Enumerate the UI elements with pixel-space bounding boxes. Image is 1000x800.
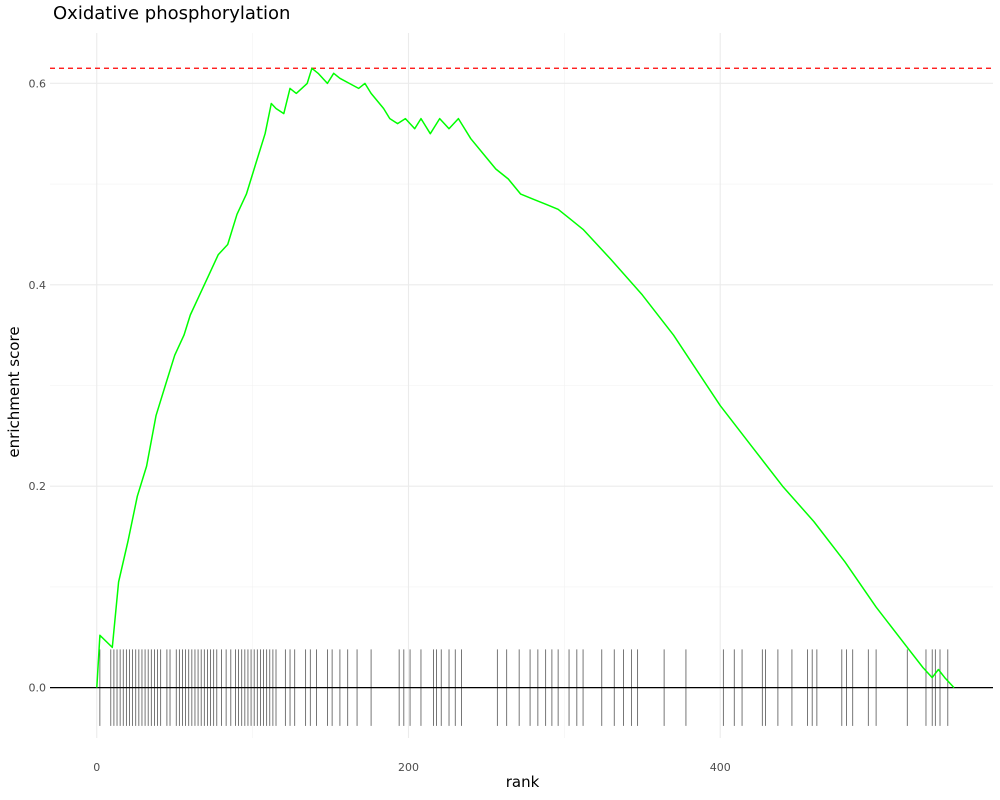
- x-tick-label: 0: [93, 761, 100, 774]
- x-tick-label: 400: [710, 761, 731, 774]
- y-tick-label: 0.2: [29, 480, 47, 493]
- chart-title: Oxidative phosphorylation: [53, 3, 291, 24]
- x-axis-label: rank: [505, 773, 540, 791]
- y-tick-label: 0.0: [29, 682, 47, 695]
- enrichment-line: [96, 67, 955, 689]
- x-tick-label: 200: [398, 761, 419, 774]
- y-tick-label: 0.6: [29, 77, 47, 90]
- y-tick-label: 0.4: [29, 279, 47, 292]
- y-axis-label: enrichment score: [5, 326, 23, 458]
